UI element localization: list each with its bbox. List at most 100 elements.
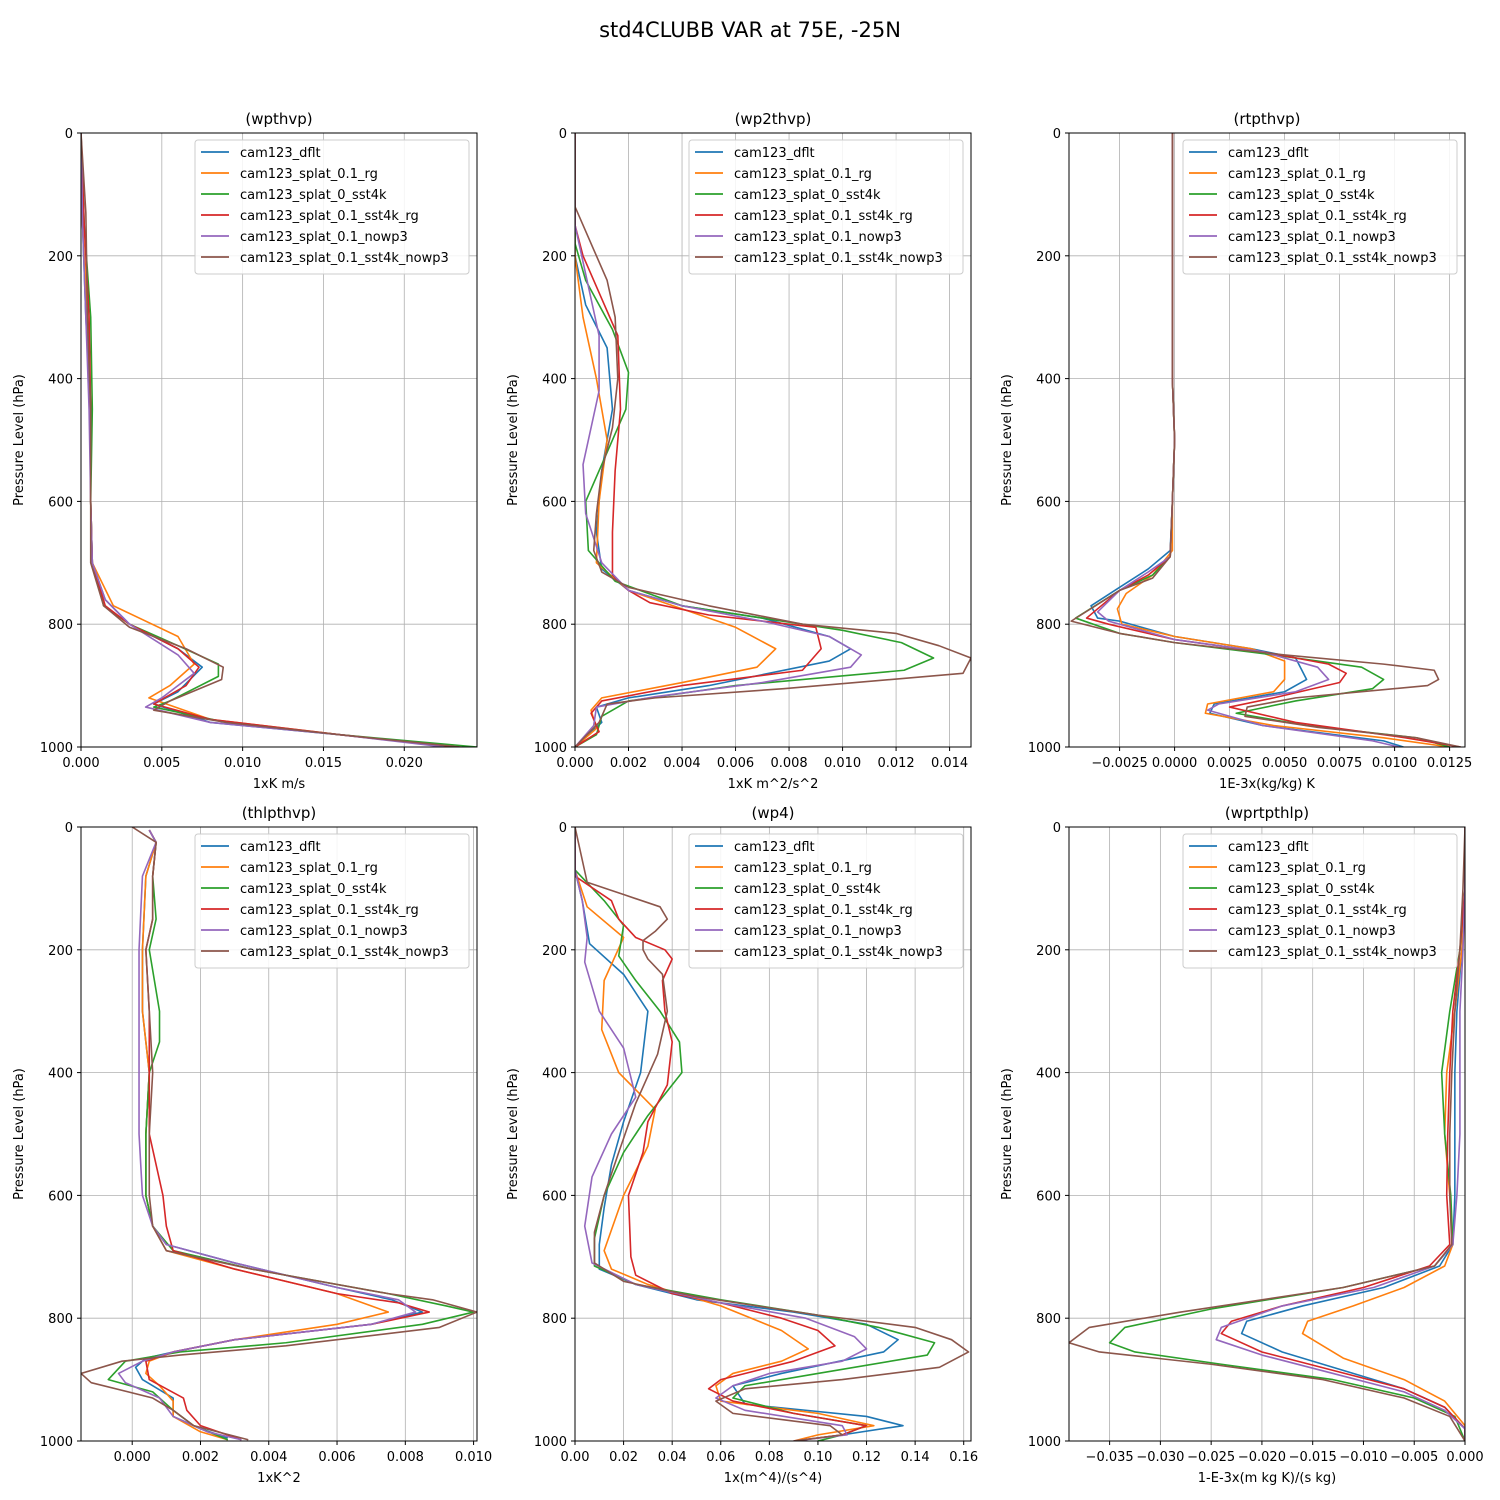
y-tick-label: 400 bbox=[1036, 1067, 1061, 1082]
x-tick-label: −0.020 bbox=[1238, 1450, 1286, 1465]
legend-label: cam123_splat_0.1_rg bbox=[734, 861, 872, 876]
x-tick-label: 0.004 bbox=[250, 1450, 287, 1465]
series-line-cam123_splat_0.1_sst4k_nowp3 bbox=[81, 827, 477, 1441]
series-line-cam123_splat_0.1_sst4k_nowp3 bbox=[81, 133, 461, 747]
legend-label: cam123_splat_0_sst4k bbox=[240, 882, 387, 897]
x-tick-label: 0.002 bbox=[610, 756, 647, 771]
panel-title: (wpthvp) bbox=[245, 110, 312, 128]
x-tick-label: −0.030 bbox=[1136, 1450, 1184, 1465]
legend-label: cam123_splat_0_sst4k bbox=[240, 188, 387, 203]
y-tick-label: 200 bbox=[48, 250, 73, 265]
x-tick-label: 0.006 bbox=[717, 756, 754, 771]
panel-2: 0.000 0.002 0.004 0.006 0.008 0.010 0.012 0.014… bbox=[506, 110, 972, 792]
legend-label: cam123_splat_0.1_nowp3 bbox=[734, 230, 902, 245]
x-tick-label: −0.010 bbox=[1339, 1450, 1387, 1465]
series-line-cam123_splat_0.1_nowp3 bbox=[81, 133, 445, 747]
x-tick-label: 0.004 bbox=[663, 756, 700, 771]
legend-label: cam123_splat_0.1_sst4k_nowp3 bbox=[734, 945, 943, 960]
x-tick-label: −0.025 bbox=[1187, 1450, 1235, 1465]
panel-title: (wprtpthlp) bbox=[1225, 804, 1309, 822]
legend-label: cam123_splat_0_sst4k bbox=[1228, 882, 1375, 897]
legend-label: cam123_splat_0.1_sst4k_rg bbox=[240, 903, 419, 918]
y-tick-label: 400 bbox=[48, 1067, 73, 1082]
y-axis-label: Pressure Level (hPa) bbox=[12, 1068, 27, 1200]
legend-frame bbox=[194, 139, 470, 275]
series-group bbox=[1069, 827, 1465, 1441]
x-tick-label: 0.005 bbox=[143, 756, 180, 771]
y-tick-label: 400 bbox=[48, 373, 73, 388]
y-tick-label: 800 bbox=[1036, 618, 1061, 633]
x-axis-label: 1xK m/s bbox=[253, 777, 306, 792]
axes-frame bbox=[80, 826, 478, 1442]
legend-frame bbox=[1182, 833, 1458, 969]
legend-frame bbox=[688, 139, 964, 275]
y-tick-label: 800 bbox=[542, 618, 567, 633]
y-tick-label: 200 bbox=[48, 944, 73, 959]
y-tick-label: 600 bbox=[542, 1189, 567, 1204]
legend-label: cam123_dflt bbox=[734, 146, 815, 161]
x-tick-label: 0.0000 bbox=[1152, 756, 1198, 771]
series-line-cam123_splat_0.1_sst4k_rg bbox=[1220, 827, 1465, 1441]
panel-title: (wp2thvp) bbox=[735, 110, 812, 128]
series-line-cam123_splat_0.1_nowp3 bbox=[575, 133, 863, 747]
series-line-cam123_splat_0.1_sst4k_rg bbox=[575, 827, 868, 1441]
y-tick-label: 600 bbox=[1036, 1189, 1061, 1204]
legend-label: cam123_splat_0.1_sst4k_rg bbox=[1228, 903, 1407, 918]
y-tick-label: 0 bbox=[1053, 821, 1061, 836]
panel-title: (thlpthvp) bbox=[242, 804, 317, 822]
series-group bbox=[575, 827, 970, 1441]
axes-frame bbox=[1068, 826, 1466, 1442]
panel-5: 0.00 0.02 0.04 0.06 0.08 0.10 0.12 0.14 0.16 0 200… bbox=[506, 804, 978, 1486]
y-tick-label: 0 bbox=[559, 127, 567, 142]
x-tick-label: 0.0075 bbox=[1317, 756, 1363, 771]
y-axis-label: Pressure Level (hPa) bbox=[506, 1068, 521, 1200]
panel-6: −0.035 −0.030 −0.025 −0.020 −0.015 −0.010 −0.0… bbox=[1000, 804, 1484, 1486]
x-tick-label: 0.008 bbox=[387, 1450, 424, 1465]
x-tick-label: 0.0025 bbox=[1207, 756, 1253, 771]
series-line-cam123_splat_0.1_nowp3 bbox=[117, 829, 417, 1441]
y-tick-label: 400 bbox=[542, 1067, 567, 1082]
y-tick-label: 200 bbox=[1036, 944, 1061, 959]
legend-label: cam123_splat_0.1_rg bbox=[1228, 861, 1366, 876]
x-tick-label: −0.005 bbox=[1390, 1450, 1438, 1465]
x-tick-label: 0.000 bbox=[114, 1450, 151, 1465]
legend-label: cam123_dflt bbox=[240, 146, 321, 161]
y-tick-label: 800 bbox=[48, 1312, 73, 1327]
legend-label: cam123_splat_0.1_nowp3 bbox=[1228, 924, 1396, 939]
y-tick-label: 600 bbox=[48, 1189, 73, 1204]
series-line-cam123_splat_0_sst4k bbox=[575, 827, 936, 1441]
axes-frame bbox=[574, 826, 972, 1442]
x-tick-label: 0.006 bbox=[318, 1450, 355, 1465]
x-tick-label: 0.0050 bbox=[1262, 756, 1308, 771]
y-tick-label: 1000 bbox=[1028, 1435, 1061, 1450]
y-tick-label: 200 bbox=[1036, 250, 1061, 265]
y-tick-label: 400 bbox=[1036, 373, 1061, 388]
legend-label: cam123_splat_0.1_rg bbox=[240, 167, 378, 182]
axes-frame bbox=[1068, 132, 1466, 748]
y-tick-label: 800 bbox=[1036, 1312, 1061, 1327]
x-tick-label: 0.000 bbox=[1446, 1450, 1483, 1465]
x-tick-label: −0.0025 bbox=[1091, 756, 1147, 771]
legend-label: cam123_splat_0.1_sst4k_rg bbox=[734, 903, 913, 918]
legend-label: cam123_splat_0.1_rg bbox=[1228, 167, 1366, 182]
series-group bbox=[575, 133, 971, 747]
y-tick-label: 800 bbox=[48, 618, 73, 633]
series-line-cam123_splat_0.1_nowp3 bbox=[1215, 827, 1465, 1441]
y-tick-label: 1000 bbox=[534, 1435, 567, 1450]
x-tick-label: 0.06 bbox=[706, 1450, 735, 1465]
legend-label: cam123_splat_0.1_rg bbox=[240, 861, 378, 876]
y-tick-label: 600 bbox=[1036, 495, 1061, 510]
x-tick-label: 0.10 bbox=[803, 1450, 832, 1465]
y-tick-label: 1000 bbox=[40, 1435, 73, 1450]
legend-label: cam123_splat_0.1_sst4k_rg bbox=[734, 209, 913, 224]
y-tick-label: 200 bbox=[542, 250, 567, 265]
x-axis-label: 1E-3x(kg/kg) K bbox=[1219, 777, 1315, 792]
legend: cam123_dflt cam123_splat_0.1_rg cam123_spl… bbox=[1182, 833, 1458, 969]
legend-label: cam123_dflt bbox=[1228, 146, 1309, 161]
legend-label: cam123_splat_0.1_sst4k_rg bbox=[240, 209, 419, 224]
x-tick-label: 0.015 bbox=[305, 756, 342, 771]
panel-1: 0.000 0.005 0.010 0.015 0.020 0 200 400 600 800 10… bbox=[12, 110, 478, 792]
legend-label: cam123_splat_0.1_sst4k_rg bbox=[1228, 209, 1407, 224]
x-tick-label: 0.000 bbox=[62, 756, 99, 771]
y-tick-label: 0 bbox=[65, 821, 73, 836]
